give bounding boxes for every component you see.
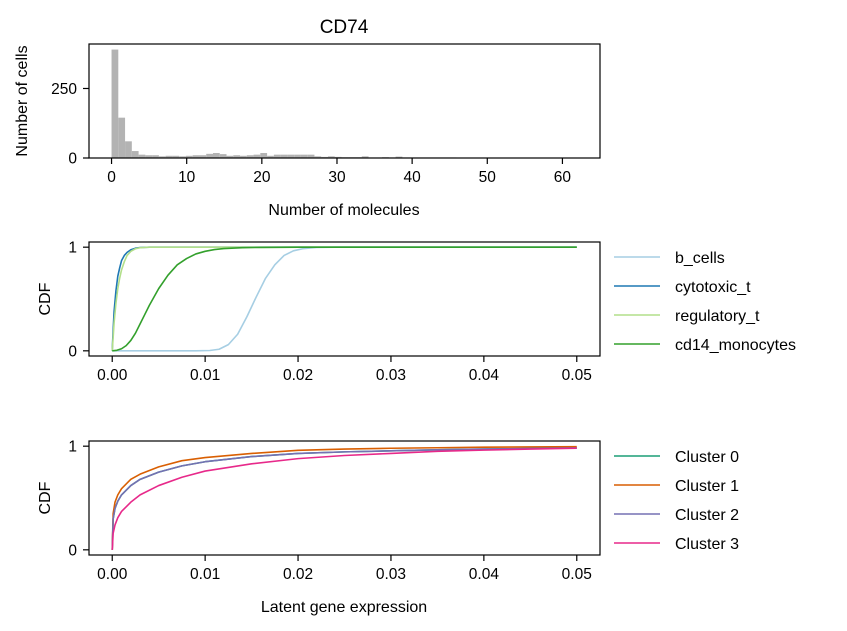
x-tick-label: 50	[479, 169, 497, 186]
x-tick-label: 60	[554, 169, 572, 186]
histogram-panel: CD74 0 10 20 30 40 50 60 0 250 Number of molecu…	[14, 17, 601, 219]
series-line-b-cells	[112, 246, 577, 352]
histogram-bar	[273, 154, 281, 158]
histogram-bar	[152, 155, 159, 158]
histogram-bar	[131, 151, 139, 158]
celltype-cdf-panel: 0.00 0.01 0.02 0.03 0.04 0.05 01 CDF b_cellsc…	[37, 240, 796, 384]
histogram-bar	[212, 152, 220, 158]
cluster-cdf-y-axis-label: CDF	[37, 481, 54, 514]
histogram-bar	[280, 154, 288, 158]
x-tick-label: 40	[404, 169, 422, 186]
series-line-cluster-3	[111, 447, 577, 550]
histogram-bar	[219, 154, 227, 158]
histogram-x-ticks: 0 10 20 30 40 50 60	[107, 158, 571, 186]
x-tick-label: 0.04	[469, 566, 500, 583]
histogram-title: CD74	[320, 17, 369, 38]
x-tick-label: 0.04	[469, 367, 500, 384]
legend-label: Cluster 3	[675, 536, 739, 553]
legend-label: Cluster 2	[675, 507, 739, 524]
series-line-cluster-0	[111, 447, 577, 550]
series-line-cluster-2	[111, 447, 577, 550]
histogram-bar	[179, 156, 186, 158]
legend-label: cytotoxic_t	[675, 279, 751, 296]
histogram-bar	[287, 154, 295, 158]
cluster-cdf-lines	[111, 445, 577, 550]
y-tick-label: 0	[68, 542, 77, 559]
histogram-bar	[192, 155, 200, 158]
histogram-bar	[240, 155, 247, 158]
histogram-bar	[206, 153, 213, 158]
y-tick-label: 1	[68, 240, 77, 257]
x-tick-label: 20	[253, 169, 271, 186]
y-tick-label: 250	[51, 81, 77, 98]
cluster-cdf-panel: 0.00 0.01 0.02 0.03 0.04 0.05 01 Latent gene …	[37, 439, 739, 616]
histogram-bar	[199, 155, 207, 158]
x-tick-label: 0.05	[562, 367, 592, 384]
histogram-bar	[327, 156, 335, 158]
y-tick-label: 0	[68, 343, 77, 360]
celltype-cdf-lines	[111, 246, 577, 352]
histogram-bar	[294, 154, 301, 158]
x-tick-label: 0.00	[97, 566, 128, 583]
x-tick-label: 0.02	[283, 367, 313, 384]
x-tick-label: 0.05	[562, 566, 592, 583]
histogram-bar	[185, 155, 193, 158]
celltype-cdf-y-axis-label: CDF	[37, 282, 54, 315]
legend-label: Cluster 0	[675, 449, 739, 466]
y-tick-label: 1	[68, 439, 77, 456]
cluster-legend: Cluster 0 Cluster 1 Cluster 2 Cluster 3	[614, 449, 739, 553]
x-tick-label: 0.03	[376, 566, 406, 583]
x-tick-label: 0.02	[283, 566, 313, 583]
celltype-legend: b_cells cytotoxic_t regulatory_t cd14_monoc…	[614, 250, 796, 354]
histogram-bar	[145, 155, 153, 158]
cluster-cdf-x-ticks: 0.00 0.01 0.02 0.03 0.04 0.05	[97, 555, 592, 583]
celltype-cdf-frame	[88, 241, 601, 357]
legend-label: b_cells	[675, 250, 725, 267]
histogram-x-axis-label: Number of molecules	[268, 202, 419, 219]
series-line-cytotoxic-t	[111, 246, 577, 351]
celltype-cdf-y-ticks: 01	[68, 240, 89, 360]
histogram-bar	[395, 156, 403, 158]
y-tick-label: 0	[68, 151, 77, 168]
histogram-y-axis-label: Number of cells	[14, 45, 31, 156]
x-tick-label: 30	[328, 169, 346, 186]
histogram-bar	[125, 141, 132, 158]
series-line-regulatory-t	[111, 246, 577, 351]
histogram-bar	[314, 156, 322, 158]
x-tick-label: 0.00	[97, 367, 128, 384]
cluster-cdf-y-ticks: 01	[68, 439, 89, 559]
series-line-cd14-monocytes	[112, 246, 577, 352]
histogram-bar	[172, 155, 180, 158]
histogram-bar	[111, 49, 119, 158]
cluster-cdf-x-axis-label: Latent gene expression	[261, 599, 427, 616]
histogram-frame	[88, 43, 601, 159]
x-tick-label: 10	[178, 169, 196, 186]
x-tick-label: 0	[107, 169, 116, 186]
x-tick-label: 0.01	[190, 367, 220, 384]
histogram-bar	[246, 155, 254, 158]
histogram-bars	[111, 49, 457, 158]
legend-label: cd14_monocytes	[675, 337, 796, 354]
x-tick-label: 0.01	[190, 566, 220, 583]
histogram-bar	[260, 152, 268, 158]
histogram-bar	[267, 155, 274, 158]
legend-label: regulatory_t	[675, 308, 760, 325]
cluster-cdf-frame	[88, 440, 601, 556]
histogram-bar	[233, 155, 241, 158]
histogram-bar	[118, 117, 126, 158]
histogram-bar	[307, 154, 315, 158]
celltype-cdf-x-ticks: 0.00 0.01 0.02 0.03 0.04 0.05	[97, 356, 592, 384]
histogram-bar	[253, 154, 261, 158]
histogram-bar	[300, 154, 308, 158]
histogram-y-ticks: 0 250	[51, 81, 89, 168]
legend-label: Cluster 1	[675, 478, 739, 495]
histogram-bar	[138, 154, 146, 158]
histogram-bar	[158, 156, 166, 158]
x-tick-label: 0.03	[376, 367, 406, 384]
histogram-bar	[226, 155, 234, 158]
histogram-bar	[361, 156, 369, 158]
histogram-bar	[165, 155, 173, 158]
series-line-cluster-1	[111, 445, 577, 550]
